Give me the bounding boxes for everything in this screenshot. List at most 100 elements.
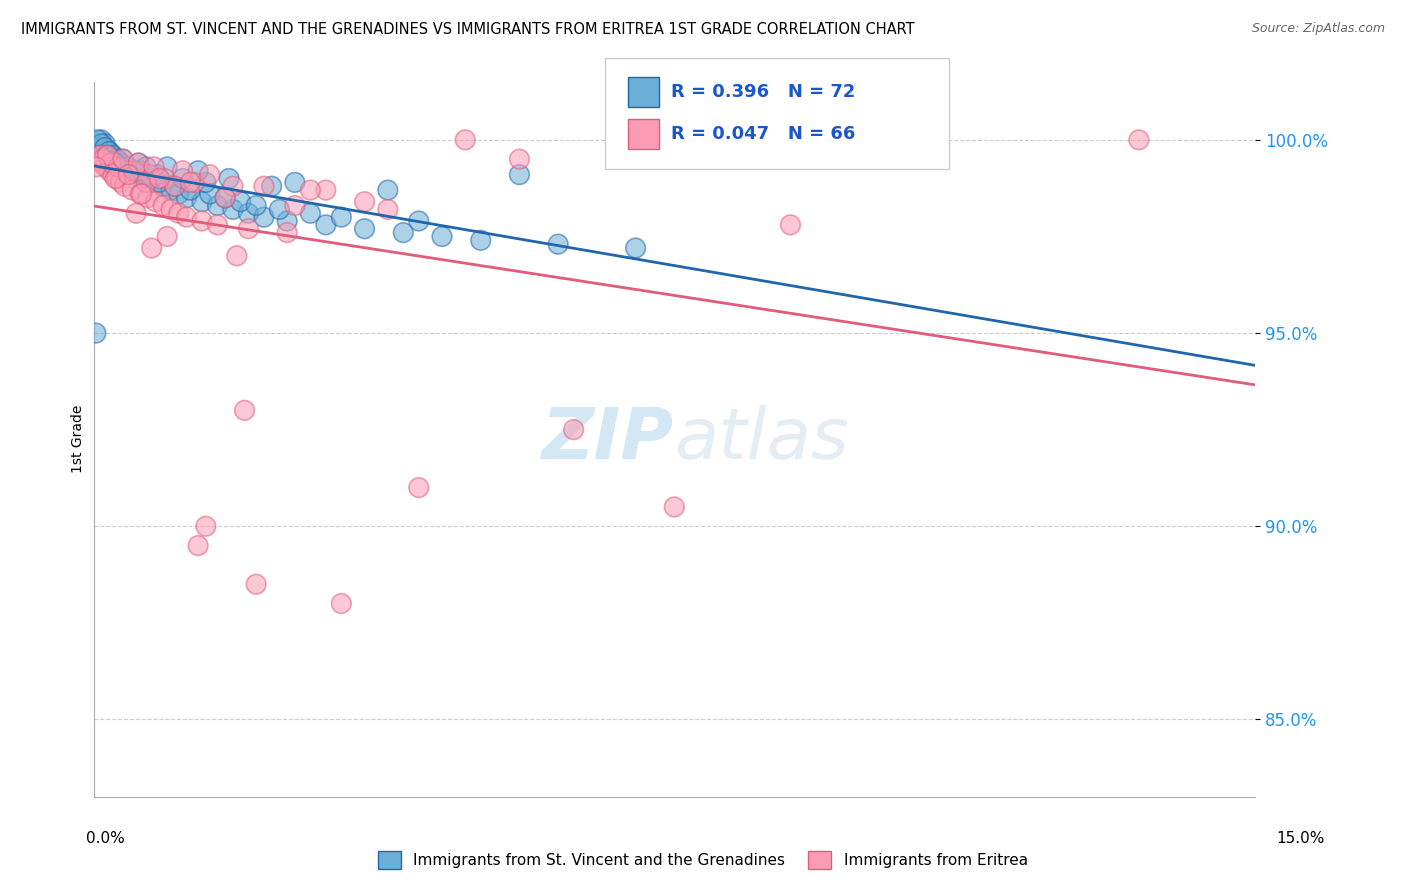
Point — [353, 194, 375, 209]
Point — [330, 597, 353, 611]
Point — [131, 163, 153, 178]
Point — [156, 229, 179, 244]
Point — [207, 218, 229, 232]
Point — [430, 229, 453, 244]
Point — [377, 202, 399, 217]
Point — [160, 202, 183, 217]
Point — [129, 186, 152, 201]
Point — [152, 198, 174, 212]
Point — [779, 218, 801, 232]
Point — [105, 152, 128, 166]
Text: 15.0%: 15.0% — [1277, 831, 1324, 846]
Point — [187, 539, 209, 553]
Point — [98, 145, 121, 159]
Point — [245, 577, 267, 591]
Point — [107, 160, 129, 174]
Point — [90, 136, 112, 151]
Point — [146, 168, 169, 182]
Point — [176, 210, 198, 224]
Point — [129, 168, 152, 182]
Text: IMMIGRANTS FROM ST. VINCENT AND THE GRENADINES VS IMMIGRANTS FROM ERITREA 1ST GR: IMMIGRANTS FROM ST. VINCENT AND THE GREN… — [21, 22, 915, 37]
Point — [110, 156, 132, 170]
Point — [194, 175, 217, 189]
Point — [315, 183, 337, 197]
Point — [269, 202, 291, 217]
Point — [114, 179, 136, 194]
Point — [101, 148, 124, 162]
Point — [198, 186, 221, 201]
Point — [315, 218, 337, 232]
Point — [86, 133, 108, 147]
Point — [377, 183, 399, 197]
Point — [276, 226, 298, 240]
Point — [218, 171, 240, 186]
Point — [117, 168, 139, 182]
Point — [89, 148, 111, 162]
Point — [138, 168, 160, 182]
Point — [94, 140, 117, 154]
Point — [163, 179, 186, 194]
Point — [98, 145, 121, 159]
Point — [330, 210, 353, 224]
Point — [110, 156, 132, 170]
Point — [194, 519, 217, 533]
Text: 0.0%: 0.0% — [86, 831, 125, 846]
Point — [94, 136, 117, 151]
Point — [276, 214, 298, 228]
Point — [91, 152, 114, 166]
Point — [408, 481, 430, 495]
Point — [253, 210, 276, 224]
Point — [141, 171, 163, 186]
Point — [156, 160, 179, 174]
Point — [136, 191, 159, 205]
Point — [198, 168, 221, 182]
Text: R = 0.396   N = 72: R = 0.396 N = 72 — [671, 83, 855, 101]
Point — [284, 175, 307, 189]
Point — [299, 183, 322, 197]
Point — [191, 194, 214, 209]
Point — [508, 152, 530, 166]
Point — [89, 148, 111, 162]
Point — [141, 241, 163, 255]
Point — [233, 403, 256, 417]
Point — [163, 179, 186, 194]
Point — [167, 206, 190, 220]
Point — [84, 160, 107, 174]
Point — [207, 198, 229, 212]
Point — [238, 206, 260, 220]
Point — [299, 206, 322, 220]
Point — [160, 183, 183, 197]
Point — [214, 191, 236, 205]
Point — [91, 152, 114, 166]
Point — [1128, 133, 1150, 147]
Point — [214, 191, 236, 205]
Point — [148, 171, 170, 186]
Point — [122, 163, 145, 178]
Point — [222, 202, 245, 217]
Point — [96, 148, 118, 162]
Point — [84, 326, 107, 340]
Point — [408, 214, 430, 228]
Point — [94, 160, 117, 174]
Point — [110, 175, 132, 189]
Point — [143, 160, 166, 174]
Point — [111, 152, 134, 166]
Point — [105, 171, 128, 186]
Point — [86, 152, 108, 166]
Point — [167, 186, 190, 201]
Point — [547, 237, 569, 252]
Point — [132, 168, 155, 182]
Point — [121, 183, 143, 197]
Point — [135, 160, 157, 174]
Point — [470, 233, 492, 247]
Point — [104, 171, 127, 186]
Point — [172, 171, 194, 186]
Point — [245, 198, 267, 212]
Point — [225, 249, 247, 263]
Point — [90, 133, 112, 147]
Point — [153, 171, 176, 186]
Point — [392, 226, 415, 240]
Point — [96, 148, 118, 162]
Point — [191, 214, 214, 228]
Text: ZIP: ZIP — [543, 405, 675, 474]
